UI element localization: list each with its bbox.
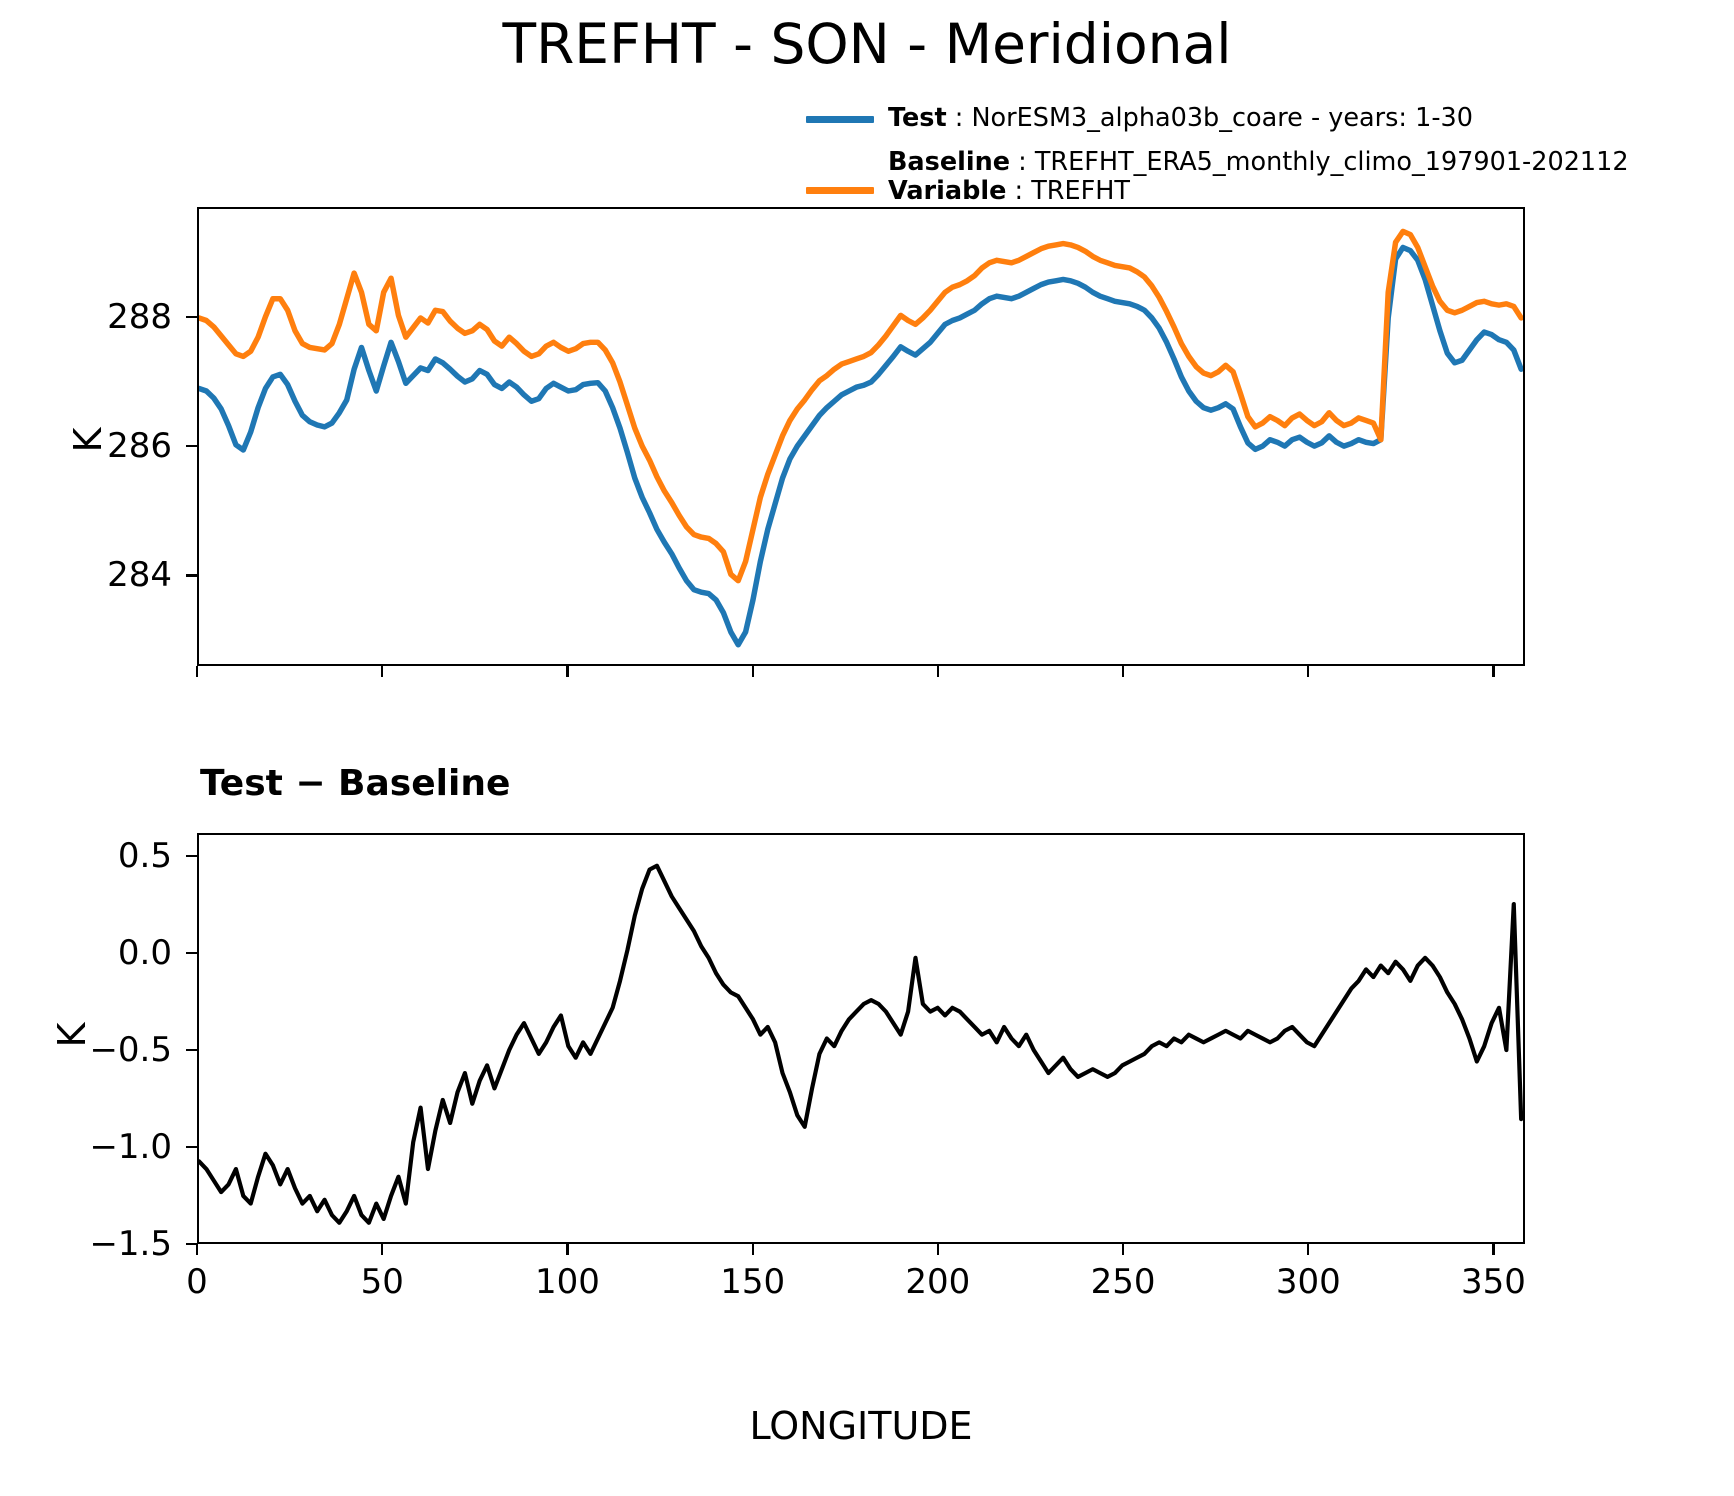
main-panel-y-tick — [186, 574, 197, 577]
main-panel-plot-area — [199, 228, 1523, 648]
diff-panel-y-tick — [186, 1145, 197, 1149]
legend-label-baseline: Baseline : TREFHT_ERA5_monthly_climo_197… — [888, 146, 1629, 177]
diff-panel-x-tick-label: 350 — [1461, 1262, 1526, 1302]
legend-key-test: Test — [888, 103, 947, 134]
legend-entry-test: Test : NorESM3_alpha03b_coare - years: 1… — [806, 101, 1473, 137]
main-panel-x-tick — [1121, 666, 1125, 677]
main-panel-x-tick — [936, 666, 939, 677]
diff-panel-axes — [197, 833, 1525, 1244]
legend-swatch-test — [806, 115, 874, 123]
diff-panel-y-tick — [186, 855, 197, 858]
diff-panel-x-tick-label: 50 — [360, 1262, 404, 1302]
main-panel-axes — [197, 207, 1525, 666]
legend-swatch-baseline — [806, 186, 874, 194]
diff-panel-x-tick — [1307, 1244, 1310, 1255]
x-axis-label: LONGITUDE — [749, 1404, 973, 1448]
diff-panel-y-tick-label: 0.0 — [117, 933, 172, 974]
main-panel-x-tick — [1307, 666, 1310, 677]
diff-panel-x-tick-label: 100 — [534, 1262, 600, 1302]
diff-panel-y-tick — [186, 1242, 197, 1246]
diff-panel-x-tick-label: 300 — [1275, 1262, 1341, 1302]
legend-label-test: Test : NorESM3_alpha03b_coare - years: 1… — [888, 104, 1473, 133]
main-panel-y-axis-label: K — [66, 427, 110, 453]
diff-panel-x-tick — [1121, 1244, 1125, 1255]
diff-panel-plot-area — [199, 863, 1523, 1225]
main-panel-x-tick — [1492, 666, 1495, 677]
legend-sep-test: : — [946, 103, 972, 134]
diff-panel-x-tick — [566, 1244, 569, 1255]
legend: Test : NorESM3_alpha03b_coare - years: 1… — [806, 101, 1629, 209]
main-panel-x-tick — [195, 666, 199, 677]
diff-panel-y-tick-label: −1.5 — [89, 1224, 172, 1264]
diff-panel-x-tick-label: 150 — [720, 1262, 786, 1302]
diff-panel-x-tick — [936, 1244, 939, 1255]
diff-panel-x-tick — [1492, 1244, 1495, 1255]
page-title: TREFHT - SON - Meridional — [502, 12, 1232, 76]
diff-panel-y-tick — [186, 952, 197, 955]
diff-panel-x-tick-label: 0 — [186, 1262, 208, 1302]
series-line-baseline — [199, 228, 1523, 584]
diff-panel-y-tick-label: −1.0 — [89, 1127, 172, 1168]
main-panel-y-tick-label: 284 — [107, 555, 172, 596]
legend-key-baseline: Baseline — [888, 146, 1011, 177]
diff-panel-x-tick — [195, 1244, 199, 1255]
main-panel-x-tick — [381, 666, 384, 677]
diff-panel-y-axis-label: K — [50, 1022, 94, 1048]
legend-key-variable: Variable — [888, 176, 1007, 206]
diff-panel-x-tick-label: 250 — [1090, 1262, 1156, 1302]
diff-panel-title: Test − Baseline — [200, 763, 511, 804]
diff-panel-y-tick-label: 0.5 — [117, 836, 172, 877]
diff-panel-x-tick — [381, 1244, 384, 1255]
main-panel-y-tick — [186, 445, 197, 448]
legend-sep-baseline: : — [1010, 146, 1035, 177]
diff-panel-y-tick-label: −0.5 — [89, 1030, 172, 1071]
legend-label-baseline-variable: Baseline : TREFHT_ERA5_monthly_climo_197… — [888, 146, 1629, 207]
legend-label-variable: Variable : TREFHT — [888, 176, 1629, 206]
main-panel-y-tick-label: 288 — [107, 296, 172, 337]
legend-sep-variable: : — [1006, 176, 1032, 206]
diff-panel-y-tick — [186, 1049, 197, 1052]
legend-value-variable: TREFHT — [1031, 176, 1131, 206]
legend-entry-baseline: Baseline : TREFHT_ERA5_monthly_climo_197… — [806, 145, 1629, 209]
main-panel-y-tick-label: 286 — [107, 426, 172, 467]
diff-panel-x-tick-label: 200 — [905, 1262, 971, 1302]
series-line-test-baseline — [199, 863, 1523, 1225]
main-panel-x-tick — [751, 666, 754, 677]
main-panel-y-tick — [186, 315, 197, 318]
diff-panel-x-tick — [751, 1244, 754, 1255]
main-panel-x-tick — [566, 666, 569, 677]
series-line-test — [199, 244, 1523, 648]
legend-value-baseline: TREFHT_ERA5_monthly_climo_197901-202112 — [1034, 146, 1629, 177]
legend-value-test: NorESM3_alpha03b_coare - years: 1-30 — [971, 103, 1474, 134]
